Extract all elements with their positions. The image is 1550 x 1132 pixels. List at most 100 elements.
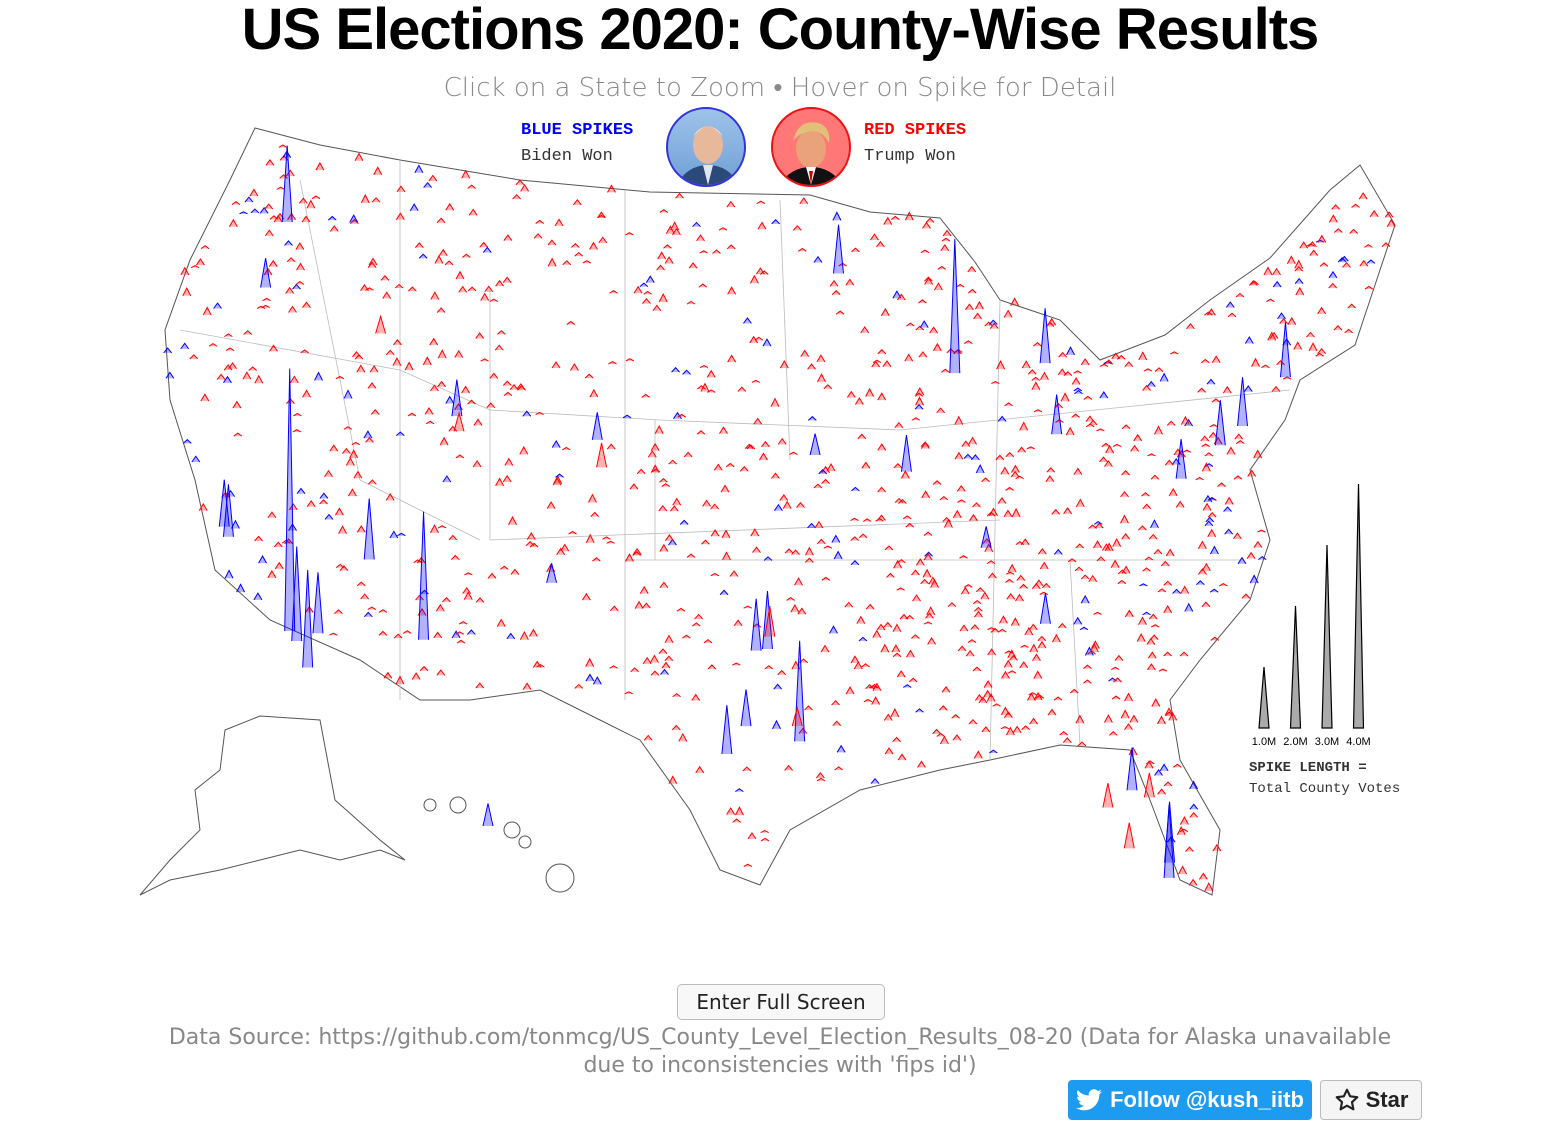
county-spike[interactable] bbox=[597, 211, 606, 219]
county-spike[interactable] bbox=[972, 599, 982, 605]
county-spike[interactable] bbox=[726, 244, 736, 250]
county-spike[interactable] bbox=[1227, 312, 1237, 318]
county-spike[interactable] bbox=[334, 507, 344, 516]
county-spike[interactable] bbox=[296, 262, 305, 271]
county-spike[interactable] bbox=[1204, 520, 1214, 527]
county-spike[interactable] bbox=[609, 289, 618, 294]
county-spike[interactable] bbox=[1197, 540, 1207, 550]
county-spike[interactable] bbox=[1005, 451, 1015, 458]
county-spike[interactable] bbox=[1267, 331, 1277, 341]
county-spike[interactable] bbox=[659, 209, 669, 213]
county-spike[interactable] bbox=[1163, 580, 1173, 586]
county-spike[interactable] bbox=[444, 260, 454, 266]
county-spike[interactable] bbox=[625, 358, 635, 362]
county-spike[interactable] bbox=[1010, 617, 1020, 626]
county-spike[interactable] bbox=[1010, 297, 1020, 306]
major-county-spike[interactable] bbox=[721, 705, 733, 754]
county-spike[interactable] bbox=[1299, 241, 1309, 249]
major-county-spike[interactable] bbox=[363, 498, 375, 560]
county-spike[interactable] bbox=[462, 253, 471, 258]
county-spike[interactable] bbox=[959, 555, 968, 559]
county-spike[interactable] bbox=[917, 760, 926, 768]
county-spike[interactable] bbox=[356, 581, 366, 587]
county-spike[interactable] bbox=[574, 683, 584, 689]
county-spike[interactable] bbox=[1120, 491, 1129, 498]
county-spike[interactable] bbox=[1003, 509, 1013, 518]
county-spike[interactable] bbox=[884, 747, 894, 755]
county-spike[interactable] bbox=[473, 418, 483, 426]
county-spike[interactable] bbox=[455, 270, 465, 280]
county-spike[interactable] bbox=[547, 257, 557, 267]
county-spike[interactable] bbox=[1130, 444, 1140, 452]
county-spike[interactable] bbox=[1006, 593, 1016, 600]
county-spike[interactable] bbox=[1203, 494, 1213, 503]
major-county-spike[interactable] bbox=[1039, 308, 1051, 364]
county-spike[interactable] bbox=[815, 771, 825, 779]
state-outlines[interactable] bbox=[139, 127, 1396, 896]
county-spike[interactable] bbox=[986, 692, 996, 702]
county-spike[interactable] bbox=[671, 724, 681, 731]
county-spike[interactable] bbox=[572, 198, 582, 206]
county-spike[interactable] bbox=[1065, 426, 1075, 436]
county-spike[interactable] bbox=[865, 603, 875, 610]
county-spike[interactable] bbox=[302, 301, 311, 308]
county-spike[interactable] bbox=[695, 765, 705, 774]
county-spike[interactable] bbox=[937, 265, 947, 270]
county-spike[interactable] bbox=[1147, 453, 1156, 457]
county-spike[interactable] bbox=[836, 744, 846, 753]
county-spike[interactable] bbox=[850, 560, 860, 566]
county-spike[interactable] bbox=[940, 244, 950, 252]
county-spike[interactable] bbox=[327, 215, 337, 221]
county-spike[interactable] bbox=[975, 464, 985, 474]
county-spike[interactable] bbox=[629, 483, 639, 490]
county-spike[interactable] bbox=[845, 278, 855, 286]
county-spike[interactable] bbox=[1160, 560, 1170, 567]
county-spike[interactable] bbox=[461, 385, 470, 394]
county-spike[interactable] bbox=[664, 634, 674, 644]
county-spike[interactable] bbox=[566, 320, 576, 325]
county-spike[interactable] bbox=[1295, 286, 1305, 296]
county-spike[interactable] bbox=[1112, 443, 1122, 447]
county-spike[interactable] bbox=[385, 349, 395, 356]
county-spike[interactable] bbox=[1073, 467, 1083, 475]
county-spike[interactable] bbox=[1009, 654, 1018, 661]
county-spike[interactable] bbox=[278, 144, 288, 148]
county-spike[interactable] bbox=[1083, 679, 1092, 684]
county-spike[interactable] bbox=[1189, 780, 1199, 790]
county-spike[interactable] bbox=[1186, 322, 1195, 330]
county-spike[interactable] bbox=[254, 374, 264, 384]
county-spike[interactable] bbox=[823, 384, 833, 390]
county-spike[interactable] bbox=[407, 286, 417, 292]
county-spike[interactable] bbox=[800, 349, 810, 357]
county-spike[interactable] bbox=[1051, 633, 1061, 643]
county-spike[interactable] bbox=[1133, 433, 1143, 442]
county-spike[interactable] bbox=[1224, 496, 1234, 505]
county-spike[interactable] bbox=[329, 225, 339, 232]
county-spike[interactable] bbox=[1237, 556, 1247, 565]
county-spike[interactable] bbox=[1005, 571, 1015, 575]
county-spike[interactable] bbox=[522, 682, 532, 690]
county-spike[interactable] bbox=[792, 224, 802, 231]
county-spike[interactable] bbox=[892, 652, 902, 658]
county-spike[interactable] bbox=[832, 720, 842, 727]
county-spike[interactable] bbox=[622, 414, 632, 419]
county-spike[interactable] bbox=[998, 628, 1007, 633]
county-spike[interactable] bbox=[932, 728, 941, 735]
county-spike[interactable] bbox=[696, 234, 705, 242]
county-spike[interactable] bbox=[703, 638, 713, 644]
county-spike[interactable] bbox=[248, 366, 258, 371]
county-spike[interactable] bbox=[589, 241, 598, 250]
county-spike[interactable] bbox=[900, 470, 910, 479]
major-county-spike[interactable] bbox=[1214, 400, 1226, 446]
county-spike[interactable] bbox=[942, 229, 952, 237]
county-spike[interactable] bbox=[288, 305, 297, 313]
county-spike[interactable] bbox=[1340, 255, 1349, 262]
county-spike[interactable] bbox=[683, 451, 693, 458]
county-spike[interactable] bbox=[764, 665, 774, 670]
county-spike[interactable] bbox=[1185, 846, 1194, 852]
county-spike[interactable] bbox=[959, 624, 969, 632]
county-spike[interactable] bbox=[987, 648, 997, 656]
major-county-spike[interactable] bbox=[1039, 593, 1051, 624]
county-spike[interactable] bbox=[650, 654, 659, 663]
county-spike[interactable] bbox=[1319, 262, 1329, 267]
